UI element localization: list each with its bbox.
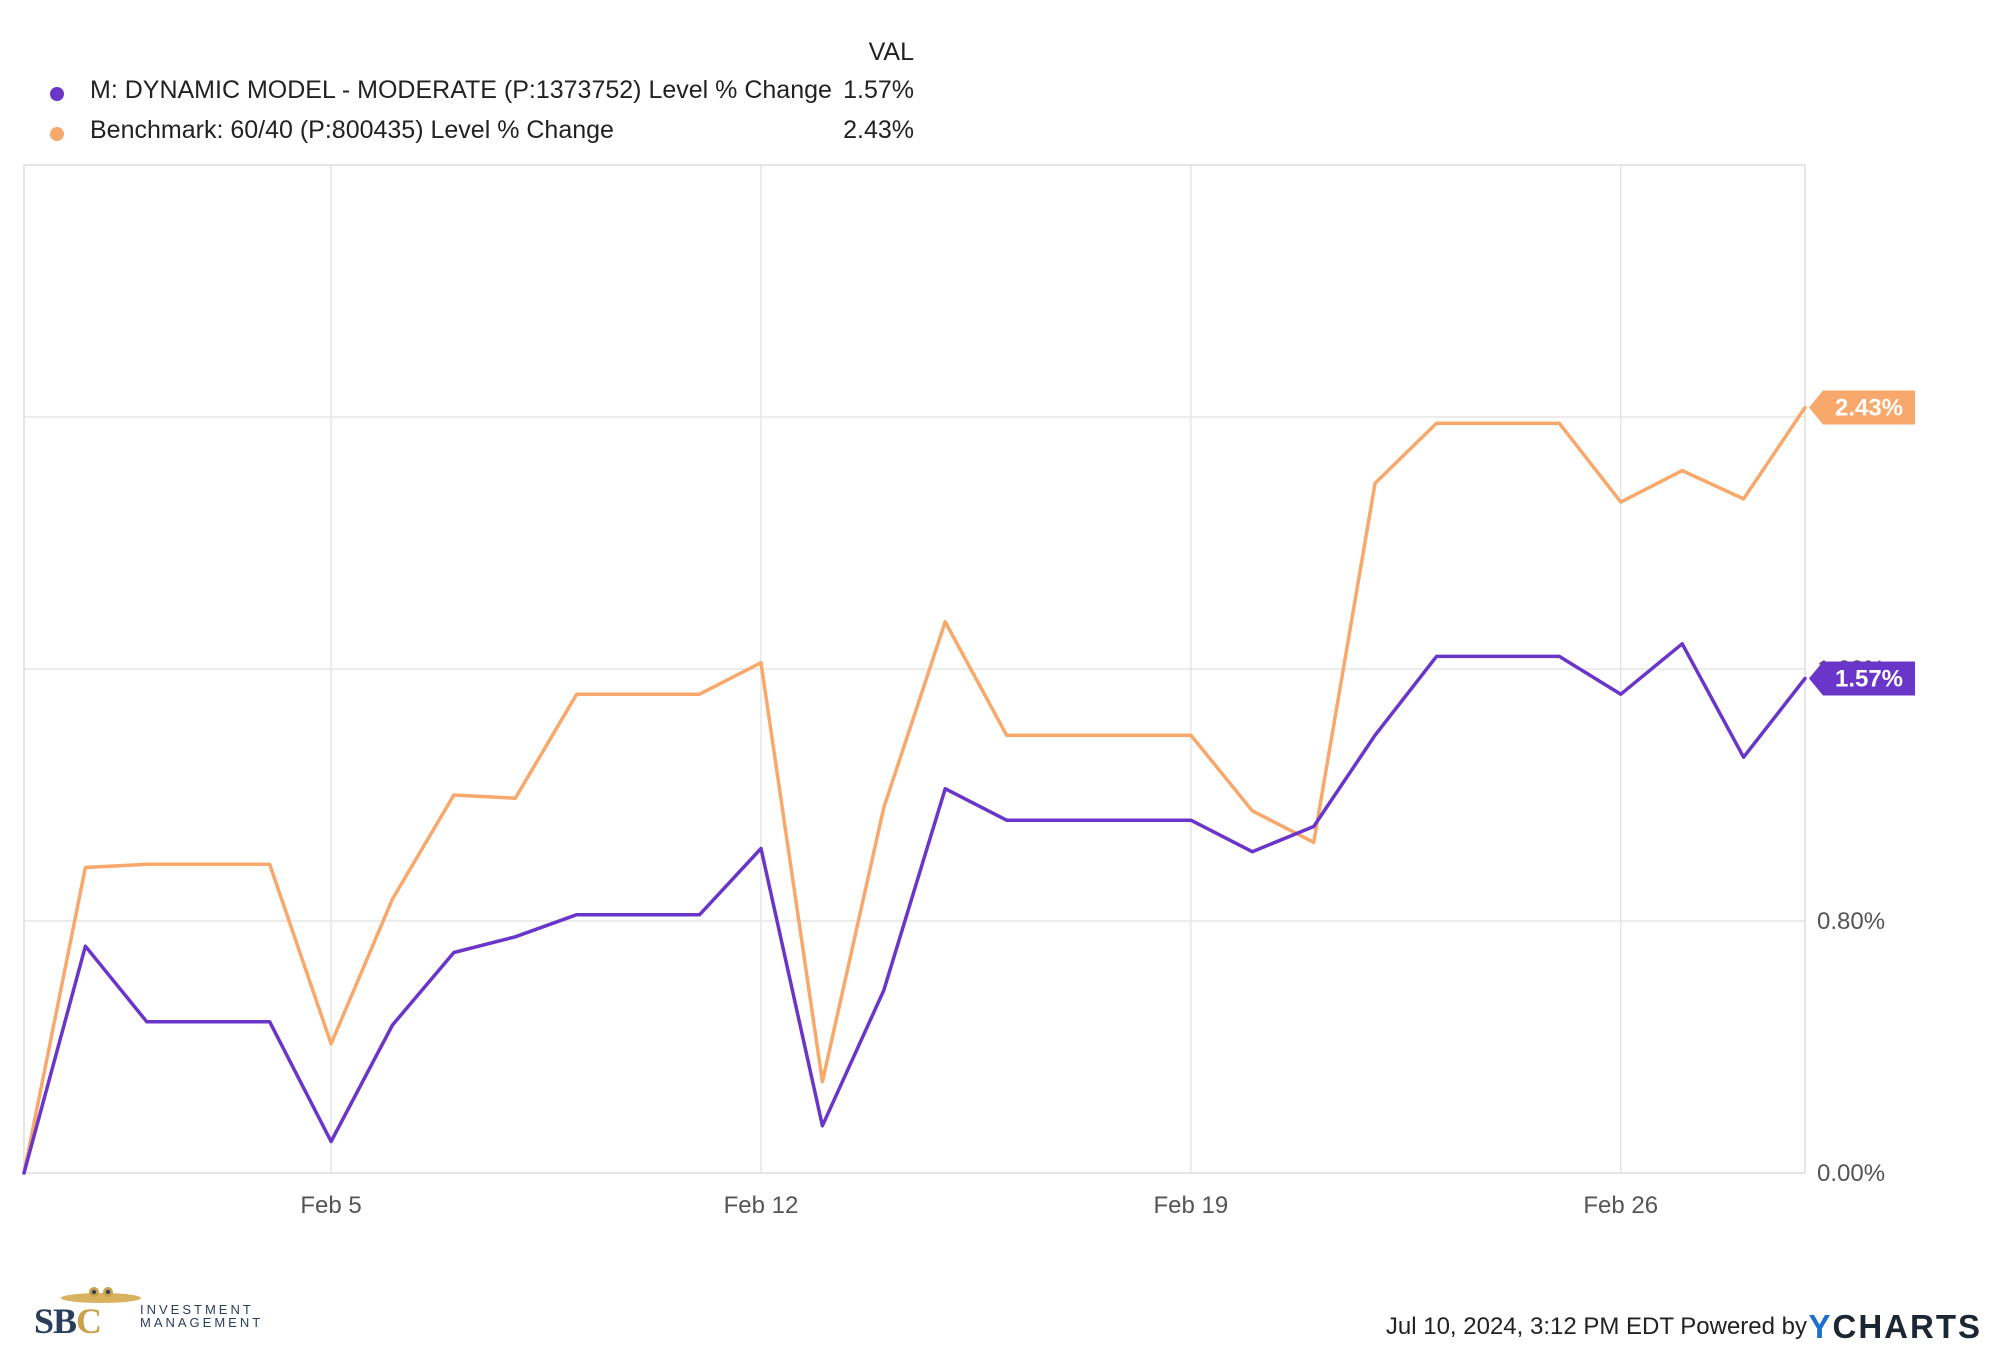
- chart-legend: VAL M: DYNAMIC MODEL - MODERATE (P:13737…: [0, 0, 960, 160]
- end-label-value: 2.43%: [1835, 395, 1903, 422]
- plot-area: [23, 164, 1806, 1174]
- sbc-investment-management-logo: SBC INVESTMENT MANAGEMENT: [34, 1282, 294, 1341]
- ycharts-y: Y: [1808, 1308, 1833, 1345]
- x-tick-label: Feb 26: [1583, 1192, 1658, 1219]
- series-layer: [22, 405, 1807, 1175]
- sbc-letter-s: S: [34, 1301, 54, 1341]
- sbc-line-1: INVESTMENT: [140, 1302, 254, 1317]
- x-tick-label: Feb 19: [1154, 1192, 1229, 1219]
- legend-item-dynamic-model[interactable]: M: DYNAMIC MODEL - MODERATE (P:1373752) …: [50, 76, 920, 116]
- sbc-letter-c: C: [76, 1301, 102, 1341]
- series-line: [22, 405, 1807, 1175]
- y-axis: 0.00%0.80%1.60%: [1817, 656, 1885, 1187]
- chart-grid: [24, 165, 1805, 1173]
- ycharts-wordmark: CHARTS: [1832, 1308, 1982, 1345]
- y-tick-label: 0.00%: [1817, 1160, 1885, 1187]
- legend-label: Benchmark: 60/40 (P:800435) Level % Chan…: [90, 116, 614, 144]
- sbc-letters: SBC: [34, 1300, 102, 1342]
- footer-timestamp: Jul 10, 2024, 3:12 PM EDT Powered by: [1385, 1313, 1807, 1340]
- legend-dot-dynamic-model: [50, 87, 64, 101]
- end-labels: 1.57% 2.43%: [1809, 390, 1915, 696]
- end-label-tag: [1809, 390, 1915, 425]
- legend-label: M: DYNAMIC MODEL - MODERATE (P:1373752) …: [90, 76, 832, 104]
- end-label-value: 1.57%: [1835, 665, 1903, 692]
- y-tick-label: 0.80%: [1817, 908, 1885, 935]
- ycharts-logo[interactable]: YCHARTS: [1808, 1308, 1982, 1346]
- series-line: [22, 642, 1807, 1175]
- legend-value: 2.43%: [843, 116, 914, 144]
- x-axis: Feb 5 Feb 12 Feb 19 Feb 26: [300, 1192, 1658, 1219]
- end-label-tag: [1809, 661, 1915, 696]
- x-tick-label: Feb 12: [724, 1192, 799, 1219]
- legend-column-header: VAL: [868, 38, 914, 66]
- legend-item-benchmark[interactable]: Benchmark: 60/40 (P:800435) Level % Chan…: [50, 116, 920, 156]
- sbc-line-2: MANAGEMENT: [140, 1315, 264, 1330]
- plot-border: [23, 164, 1806, 1174]
- legend-dot-benchmark: [50, 127, 64, 141]
- legend-value: 1.57%: [843, 76, 914, 104]
- sbc-subtitle: INVESTMENT MANAGEMENT: [140, 1303, 263, 1329]
- x-tick-label: Feb 5: [300, 1192, 361, 1219]
- owl-icon: [61, 1287, 141, 1303]
- sbc-letter-b: B: [53, 1301, 77, 1341]
